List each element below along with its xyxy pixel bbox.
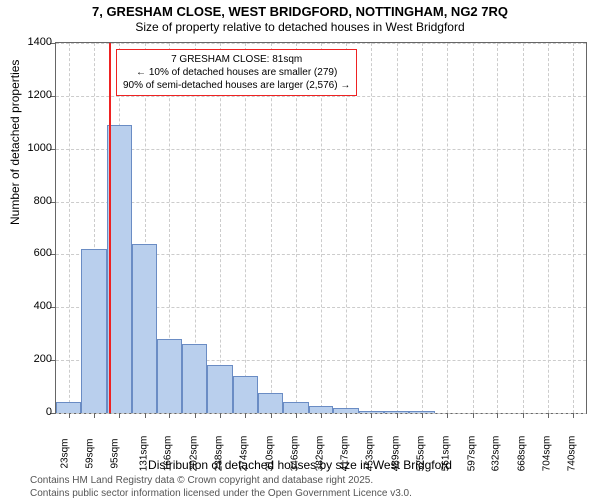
grid-line-vertical [346,43,347,413]
y-tick-label: 0 [46,406,52,418]
histogram-bar [132,244,157,413]
histogram-bar [409,411,434,413]
x-tick-label: 310sqm [264,436,275,472]
y-tick-label: 1400 [28,36,52,48]
annotation-box: 7 GRESHAM CLOSE: 81sqm ← 10% of detached… [116,49,357,96]
x-tick-label: 417sqm [339,436,350,472]
grid-line-vertical [523,43,524,413]
annotation-line-2: ← 10% of detached houses are smaller (27… [123,66,350,79]
x-tick-label: 274sqm [239,436,250,472]
histogram-bar [333,408,358,413]
x-tick [271,413,272,418]
annotation-line-1: 7 GRESHAM CLOSE: 81sqm [123,53,350,66]
x-tick [296,413,297,418]
footer-line-1: Contains HM Land Registry data © Crown c… [30,474,412,487]
histogram-bar [56,402,81,413]
grid-line-vertical [447,43,448,413]
histogram-bar [359,411,384,413]
grid-line-vertical [473,43,474,413]
x-tick-label: 382sqm [315,436,326,472]
histogram-bar [157,339,182,413]
histogram-bar [309,406,334,413]
x-tick [397,413,398,418]
grid-line-vertical [321,43,322,413]
x-tick [119,413,120,418]
grid-line-vertical [69,43,70,413]
x-tick [245,413,246,418]
grid-line-vertical [245,43,246,413]
x-tick-label: 23sqm [59,438,70,468]
x-tick-label: 489sqm [390,436,401,472]
histogram-bar [258,393,283,413]
grid-line-vertical [422,43,423,413]
x-tick-label: 632sqm [491,436,502,472]
y-tick-label: 200 [34,353,52,365]
footer-line-2: Contains public sector information licen… [30,487,412,500]
x-tick [447,413,448,418]
x-tick [523,413,524,418]
marker-line [109,43,111,413]
x-tick [346,413,347,418]
y-axis-label: Number of detached properties [8,60,22,225]
x-tick [573,413,574,418]
x-tick [69,413,70,418]
chart-title-2: Size of property relative to detached ho… [0,20,600,34]
histogram-bar [283,402,308,413]
x-tick-label: 453sqm [365,436,376,472]
x-tick [371,413,372,418]
x-tick-label: 346sqm [289,436,300,472]
x-tick-label: 704sqm [541,436,552,472]
x-tick [321,413,322,418]
chart-plot-area: 7 GRESHAM CLOSE: 81sqm ← 10% of detached… [55,42,587,414]
y-tick-label: 1000 [28,142,52,154]
x-tick-label: 131sqm [138,436,149,472]
x-tick-label: 561sqm [441,436,452,472]
chart-title-1: 7, GRESHAM CLOSE, WEST BRIDGFORD, NOTTIN… [0,4,600,19]
x-tick-label: 202sqm [188,436,199,472]
x-tick [548,413,549,418]
annotation-line-3: 90% of semi-detached houses are larger (… [123,79,350,92]
x-tick [497,413,498,418]
grid-line-vertical [296,43,297,413]
grid-line-vertical [220,43,221,413]
grid-line-vertical [271,43,272,413]
grid-line-vertical [397,43,398,413]
x-tick [422,413,423,418]
x-tick [169,413,170,418]
x-tick [94,413,95,418]
y-tick-label: 800 [34,195,52,207]
histogram-bar [182,344,207,413]
histogram-bar [384,411,409,413]
y-tick-label: 600 [34,247,52,259]
x-tick-label: 238sqm [213,436,224,472]
x-tick-label: 95sqm [110,438,121,468]
x-tick-label: 525sqm [415,436,426,472]
x-tick [195,413,196,418]
x-tick-label: 166sqm [163,436,174,472]
grid-line-vertical [497,43,498,413]
x-tick [473,413,474,418]
chart-container: 7, GRESHAM CLOSE, WEST BRIDGFORD, NOTTIN… [0,0,600,500]
x-tick-label: 668sqm [516,436,527,472]
grid-line-vertical [573,43,574,413]
x-tick-label: 740sqm [567,436,578,472]
x-tick-label: 597sqm [466,436,477,472]
histogram-bar [81,249,106,413]
grid-line-vertical [371,43,372,413]
y-tick-label: 1200 [28,89,52,101]
x-tick [145,413,146,418]
grid-line-vertical [548,43,549,413]
histogram-bar [207,365,232,413]
histogram-bar [233,376,258,413]
y-tick-label: 400 [34,300,52,312]
x-tick [220,413,221,418]
x-tick-label: 59sqm [85,438,96,468]
footer-attribution: Contains HM Land Registry data © Crown c… [30,474,412,500]
